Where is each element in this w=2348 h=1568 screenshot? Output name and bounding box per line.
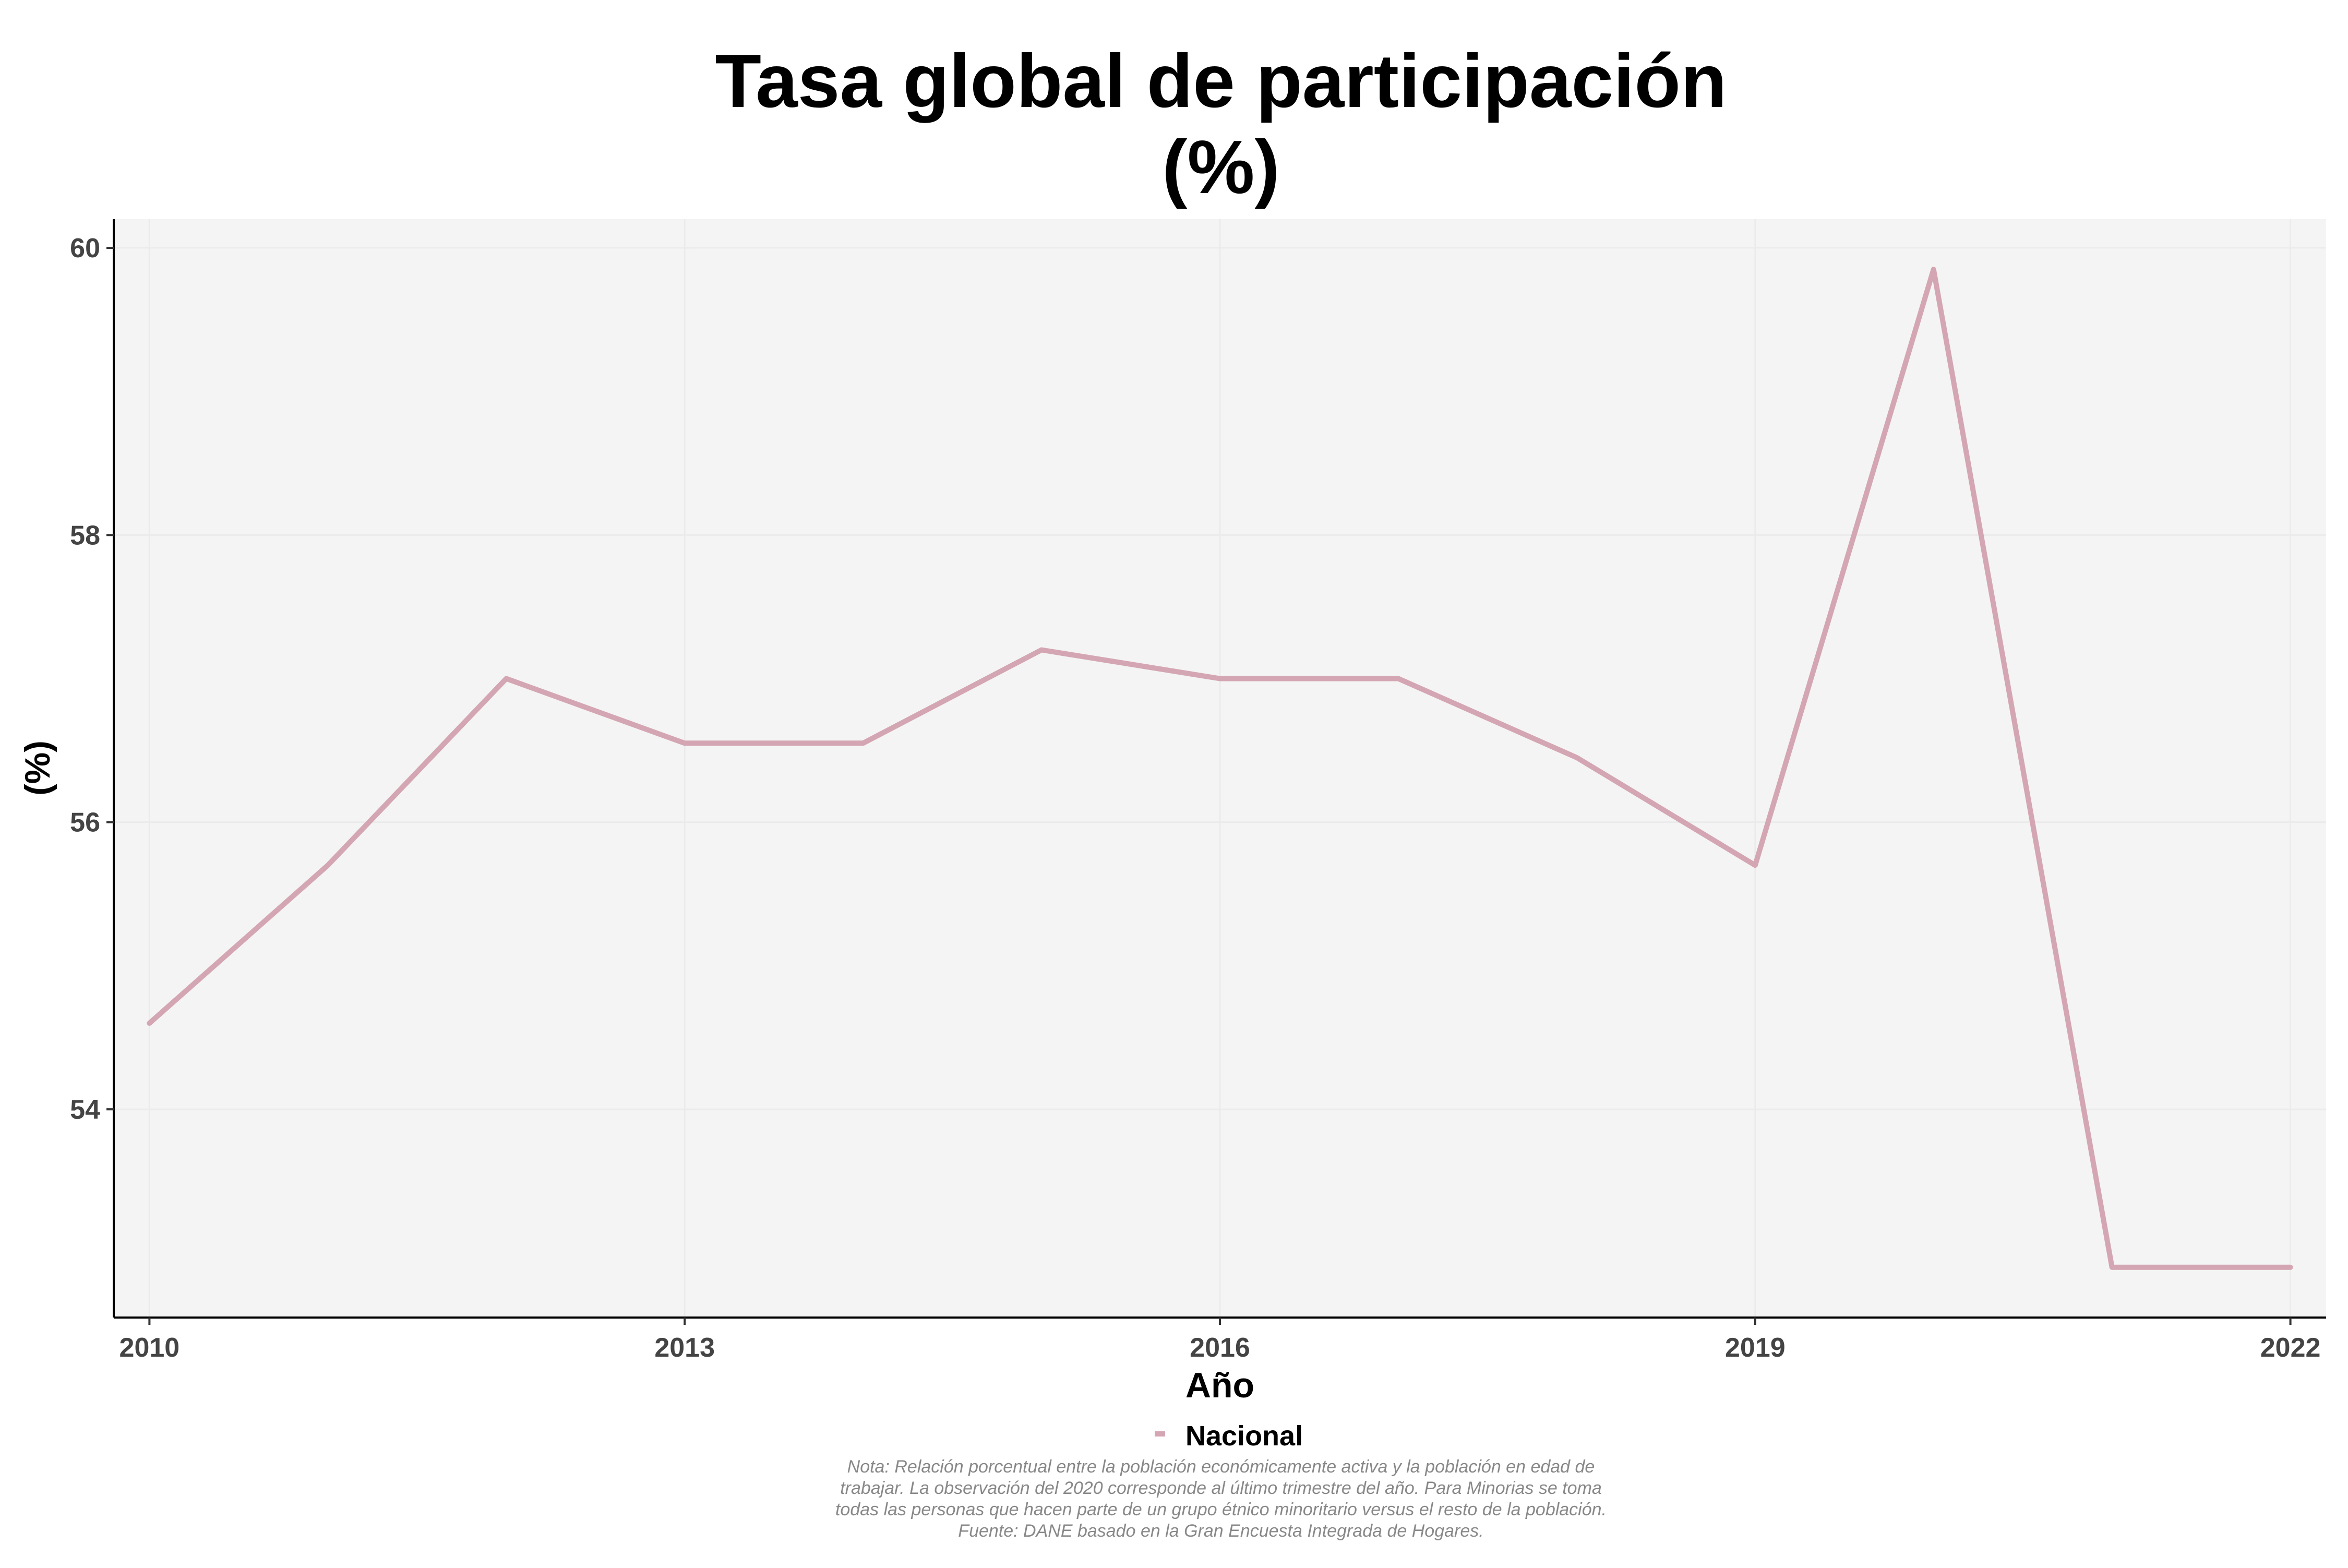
x-axis-ticks: 2010 2013 2016 2019 2022: [119, 1318, 2321, 1363]
footnote-line: todas las personas que hacen parte de un…: [835, 1500, 1607, 1519]
x-tick-label: 2022: [2260, 1333, 2321, 1363]
footnote: Nota: Relación porcentual entre la pobla…: [835, 1457, 1607, 1541]
legend-label-nacional: Nacional: [1185, 1420, 1303, 1452]
chart-title: Tasa global de participación: [715, 39, 1727, 123]
x-axis-title: Año: [1185, 1366, 1254, 1405]
x-tick-label: 2013: [654, 1333, 715, 1363]
x-tick-label: 2010: [119, 1333, 180, 1363]
y-tick-label: 58: [70, 520, 100, 550]
legend: Nacional: [1155, 1420, 1303, 1452]
series-line-nacional: [147, 267, 2293, 1270]
chart-subtitle: (%): [1162, 125, 1280, 209]
footnote-line: trabajar. La observación del 2020 corres…: [840, 1478, 1602, 1498]
y-gridlines: [114, 247, 2326, 1110]
x-tick-label: 2016: [1190, 1333, 1250, 1363]
y-axis-ticks: 54 56 58 60: [70, 233, 114, 1125]
x-gridlines: [148, 219, 2292, 1318]
x-tick-label: 2019: [1725, 1333, 1786, 1363]
y-axis-title: (%): [18, 740, 57, 796]
footnote-line: Fuente: DANE basado en la Gran Encuesta …: [958, 1521, 1483, 1541]
y-tick-label: 54: [70, 1095, 100, 1125]
y-tick-label: 56: [70, 808, 100, 838]
y-tick-label: 60: [70, 233, 100, 264]
footnote-line: Nota: Relación porcentual entre la pobla…: [847, 1457, 1595, 1477]
